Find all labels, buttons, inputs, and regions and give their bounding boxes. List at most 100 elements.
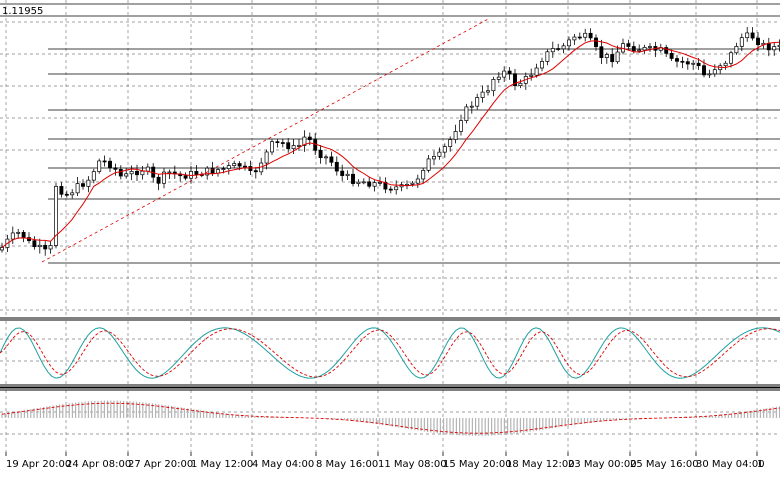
candle-body — [637, 49, 642, 52]
x-tick-label: 30 May 04:00 — [696, 459, 765, 470]
candle-body — [75, 183, 80, 194]
candle-body — [313, 139, 318, 151]
candle-body — [561, 45, 566, 50]
candle-body — [297, 145, 301, 147]
candle-body — [766, 42, 771, 51]
candle-body — [237, 163, 242, 167]
candle-body — [21, 232, 26, 238]
candle-body — [264, 151, 269, 164]
candle-body — [691, 62, 696, 65]
candle-body — [588, 32, 593, 39]
candle-body — [351, 173, 355, 184]
candle-body — [59, 186, 64, 195]
candle-body — [367, 181, 372, 187]
candle-body — [394, 186, 399, 191]
candle-body — [583, 32, 588, 38]
candle-body — [696, 62, 701, 67]
x-tick-label: 1 May 12:00 — [191, 459, 253, 470]
candles — [0, 27, 780, 256]
candle-body — [534, 67, 539, 76]
x-tick-label: 25 May 16:00 — [630, 459, 699, 470]
candle-body — [664, 47, 669, 54]
candle-body — [712, 69, 717, 75]
candle-body — [594, 37, 598, 48]
candle-body — [243, 165, 247, 168]
candle-body — [280, 142, 285, 144]
candle-body — [91, 171, 96, 181]
candle-body — [205, 167, 210, 176]
candle-body — [145, 166, 150, 172]
candle-body — [54, 186, 58, 246]
candle-body — [113, 167, 118, 170]
candle-body — [302, 136, 307, 146]
grid — [0, 0, 780, 452]
candle-body — [572, 36, 577, 41]
candle-body — [16, 232, 21, 234]
price-label: 1.11955 — [2, 6, 43, 17]
candle-body — [756, 37, 760, 46]
candle-body — [631, 46, 636, 52]
candle-body — [415, 178, 420, 184]
candle-body — [64, 193, 69, 196]
candle-body — [32, 240, 37, 248]
candle-body — [610, 54, 615, 63]
candle-body — [496, 76, 501, 80]
trendline — [41, 17, 491, 263]
candle-body — [248, 166, 253, 171]
candle-body — [189, 171, 193, 179]
candle-body — [707, 73, 712, 76]
candle-body — [680, 60, 685, 63]
candle-body — [518, 82, 523, 86]
candle-body — [723, 62, 728, 67]
candle-body — [81, 183, 85, 187]
candle-body — [475, 97, 480, 107]
candle-body — [626, 43, 631, 47]
moving-average — [1, 40, 780, 248]
horizontal-levels — [0, 3, 780, 264]
oscillator-signal-line — [0, 328, 780, 378]
x-tick-label: 19 Apr 20:00 — [6, 459, 71, 470]
candle-body — [739, 37, 744, 47]
candle-body — [334, 161, 339, 172]
candle-body — [577, 36, 582, 39]
x-tick-label: 1 — [757, 459, 763, 470]
candle-body — [469, 105, 474, 108]
candle-body — [70, 192, 75, 196]
x-tick-label: 23 May 00:00 — [568, 459, 637, 470]
candle-body — [745, 32, 750, 39]
candle-body — [232, 163, 237, 166]
candle-body — [43, 244, 48, 250]
candle-body — [772, 46, 777, 51]
candle-body — [545, 51, 550, 62]
candle-body — [86, 179, 91, 187]
candle-body — [118, 169, 123, 177]
candle-body — [378, 182, 382, 184]
candle-body — [140, 170, 145, 176]
candle-body — [102, 160, 107, 163]
candle-body — [329, 156, 334, 163]
candle-body — [340, 170, 345, 176]
candle-body — [437, 151, 442, 157]
candle-body — [0, 247, 4, 251]
candle-body — [275, 141, 280, 144]
moving-average-line — [1, 40, 780, 248]
candle-body — [183, 175, 188, 179]
candle-body — [599, 46, 604, 58]
candle-body — [648, 46, 652, 48]
candle-body — [226, 165, 231, 170]
candle-body — [388, 188, 393, 191]
candle-body — [604, 54, 609, 58]
candle-body — [356, 181, 361, 184]
candle-body — [324, 156, 328, 159]
x-tick-label: 27 Apr 20:00 — [128, 459, 193, 470]
candle-body — [442, 146, 447, 153]
candle-body — [464, 106, 469, 122]
histogram-panel — [1, 400, 780, 436]
candle-body — [486, 90, 490, 93]
candle-body — [550, 48, 555, 53]
candle-body — [729, 52, 733, 64]
candle-body — [615, 51, 620, 63]
